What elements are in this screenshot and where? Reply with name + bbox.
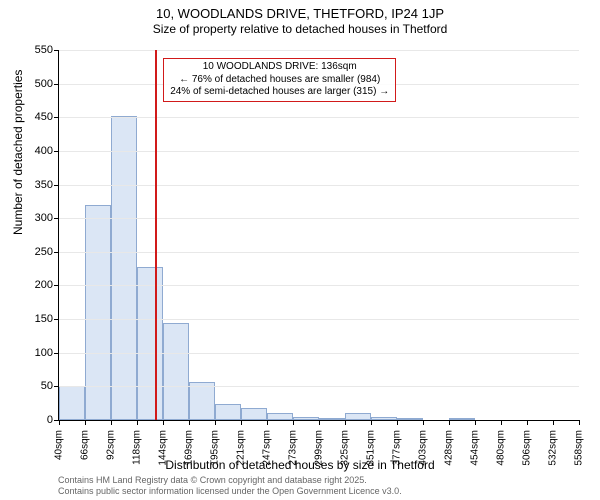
ytick-label: 100: [35, 347, 59, 359]
x-axis-label: Distribution of detached houses by size …: [0, 458, 600, 472]
xtick-mark: [215, 420, 216, 425]
xtick-mark: [579, 420, 580, 425]
xtick-label: 40sqm: [54, 426, 65, 460]
histogram-bar: [163, 323, 189, 420]
ytick-label: 150: [35, 313, 59, 325]
xtick-mark: [501, 420, 502, 425]
ytick-label: 0: [47, 414, 59, 426]
xtick-mark: [85, 420, 86, 425]
histogram-bar: [215, 404, 241, 420]
xtick-mark: [397, 420, 398, 425]
histogram-bar: [189, 382, 215, 420]
property-callout: 10 WOODLANDS DRIVE: 136sqm← 76% of detac…: [163, 58, 396, 102]
histogram-bar: [241, 408, 267, 420]
histogram-bar: [85, 205, 111, 420]
footer-attribution: Contains HM Land Registry data © Crown c…: [58, 475, 402, 497]
xtick-mark: [59, 420, 60, 425]
histogram-bar: [319, 418, 345, 420]
ytick-label: 400: [35, 145, 59, 157]
xtick-mark: [319, 420, 320, 425]
xtick-mark: [527, 420, 528, 425]
gridline: [59, 218, 579, 219]
ytick-label: 350: [35, 179, 59, 191]
xtick-label: 92sqm: [106, 426, 117, 460]
xtick-mark: [267, 420, 268, 425]
xtick-mark: [111, 420, 112, 425]
xtick-mark: [423, 420, 424, 425]
ytick-label: 50: [41, 380, 59, 392]
xtick-mark: [241, 420, 242, 425]
gridline: [59, 117, 579, 118]
ytick-label: 300: [35, 212, 59, 224]
xtick-mark: [475, 420, 476, 425]
gridline: [59, 252, 579, 253]
gridline: [59, 353, 579, 354]
gridline: [59, 185, 579, 186]
gridline: [59, 50, 579, 51]
histogram-bar: [111, 116, 137, 420]
chart-subtitle: Size of property relative to detached ho…: [0, 22, 600, 37]
ytick-label: 450: [35, 111, 59, 123]
histogram-bar: [137, 267, 163, 420]
xtick-label: 66sqm: [80, 426, 91, 460]
histogram-bar: [293, 417, 319, 420]
footer-line-2: Contains public sector information licen…: [58, 486, 402, 497]
callout-line: ← 76% of detached houses are smaller (98…: [170, 74, 389, 87]
ytick-label: 250: [35, 246, 59, 258]
property-marker-line: [155, 50, 157, 420]
bars-layer: [59, 50, 579, 420]
histogram-bar: [397, 418, 423, 420]
ytick-label: 200: [35, 279, 59, 291]
ytick-label: 500: [35, 78, 59, 90]
histogram-bar: [449, 418, 475, 420]
xtick-mark: [371, 420, 372, 425]
ytick-label: 550: [35, 44, 59, 56]
chart-title: 10, WOODLANDS DRIVE, THETFORD, IP24 1JP: [0, 0, 600, 22]
xtick-mark: [553, 420, 554, 425]
gridline: [59, 151, 579, 152]
footer-line-1: Contains HM Land Registry data © Crown c…: [58, 475, 402, 486]
xtick-mark: [189, 420, 190, 425]
histogram-bar: [267, 413, 293, 420]
histogram-bar: [59, 386, 85, 420]
callout-line: 24% of semi-detached houses are larger (…: [170, 86, 389, 99]
y-axis-label: Number of detached properties: [11, 70, 25, 235]
xtick-mark: [137, 420, 138, 425]
gridline: [59, 386, 579, 387]
gridline: [59, 285, 579, 286]
xtick-mark: [163, 420, 164, 425]
callout-line: 10 WOODLANDS DRIVE: 136sqm: [170, 61, 389, 74]
histogram-bar: [345, 413, 371, 420]
xtick-mark: [293, 420, 294, 425]
xtick-mark: [449, 420, 450, 425]
xtick-mark: [345, 420, 346, 425]
histogram-bar: [371, 417, 397, 420]
gridline: [59, 319, 579, 320]
plot-area: 05010015020025030035040045050055040sqm66…: [58, 50, 579, 421]
